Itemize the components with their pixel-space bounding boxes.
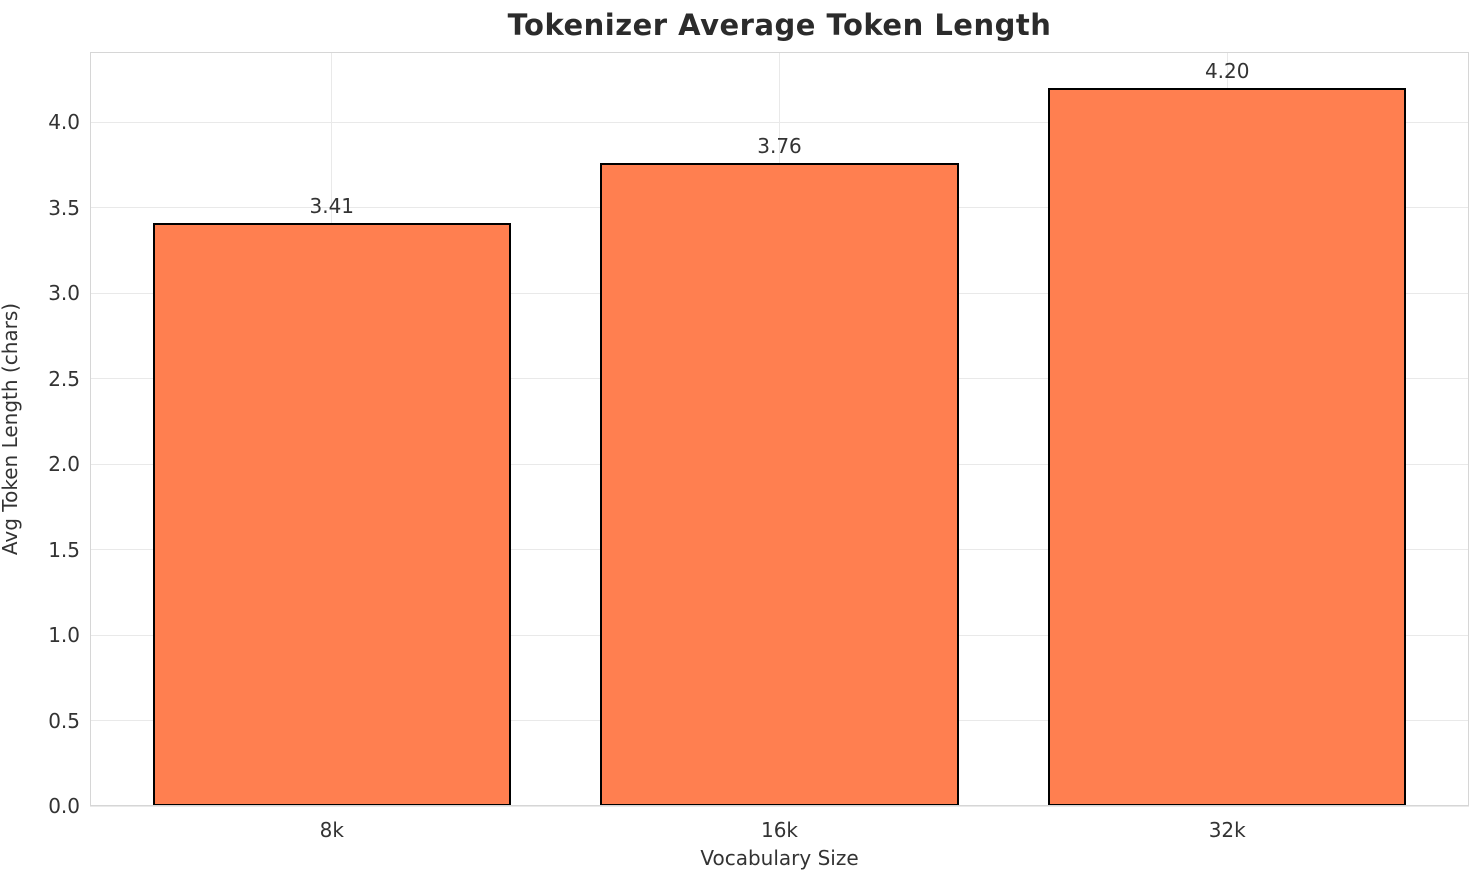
y-tick-label: 1.0 <box>48 623 80 648</box>
h-gridline <box>90 805 1469 807</box>
x-tick-label: 16k <box>760 818 799 842</box>
x-tick-label: 8k <box>319 818 344 842</box>
right-spine <box>1468 52 1469 806</box>
plot-area: 3.41 3.76 4.20 <box>90 52 1469 807</box>
y-tick-label: 3.5 <box>48 195 80 220</box>
x-tick-label: 32k <box>1208 818 1246 842</box>
y-tick-label: 1.5 <box>48 537 80 562</box>
bottom-spine <box>90 805 1469 806</box>
bar <box>1048 87 1407 806</box>
bar <box>152 222 511 806</box>
bar <box>600 163 959 806</box>
top-spine <box>90 52 1469 53</box>
bar-value-label: 4.20 <box>1204 58 1250 83</box>
y-axis-label: Avg Token Length (chars) <box>0 302 22 556</box>
y-tick-label: 2.5 <box>48 366 80 391</box>
x-axis-label: Vocabulary Size <box>700 846 859 870</box>
y-tick-label: 3.0 <box>48 281 80 306</box>
y-tick-label: 2.0 <box>48 452 80 477</box>
chart-title: Tokenizer Average Token Length <box>507 8 1052 42</box>
y-tick-label: 0.0 <box>48 794 80 818</box>
bar-value-label: 3.76 <box>757 134 802 159</box>
bar-value-label: 3.41 <box>309 193 355 218</box>
left-spine <box>90 52 91 806</box>
y-tick-label: 4.0 <box>48 110 80 135</box>
y-tick-label: 0.5 <box>48 708 80 733</box>
